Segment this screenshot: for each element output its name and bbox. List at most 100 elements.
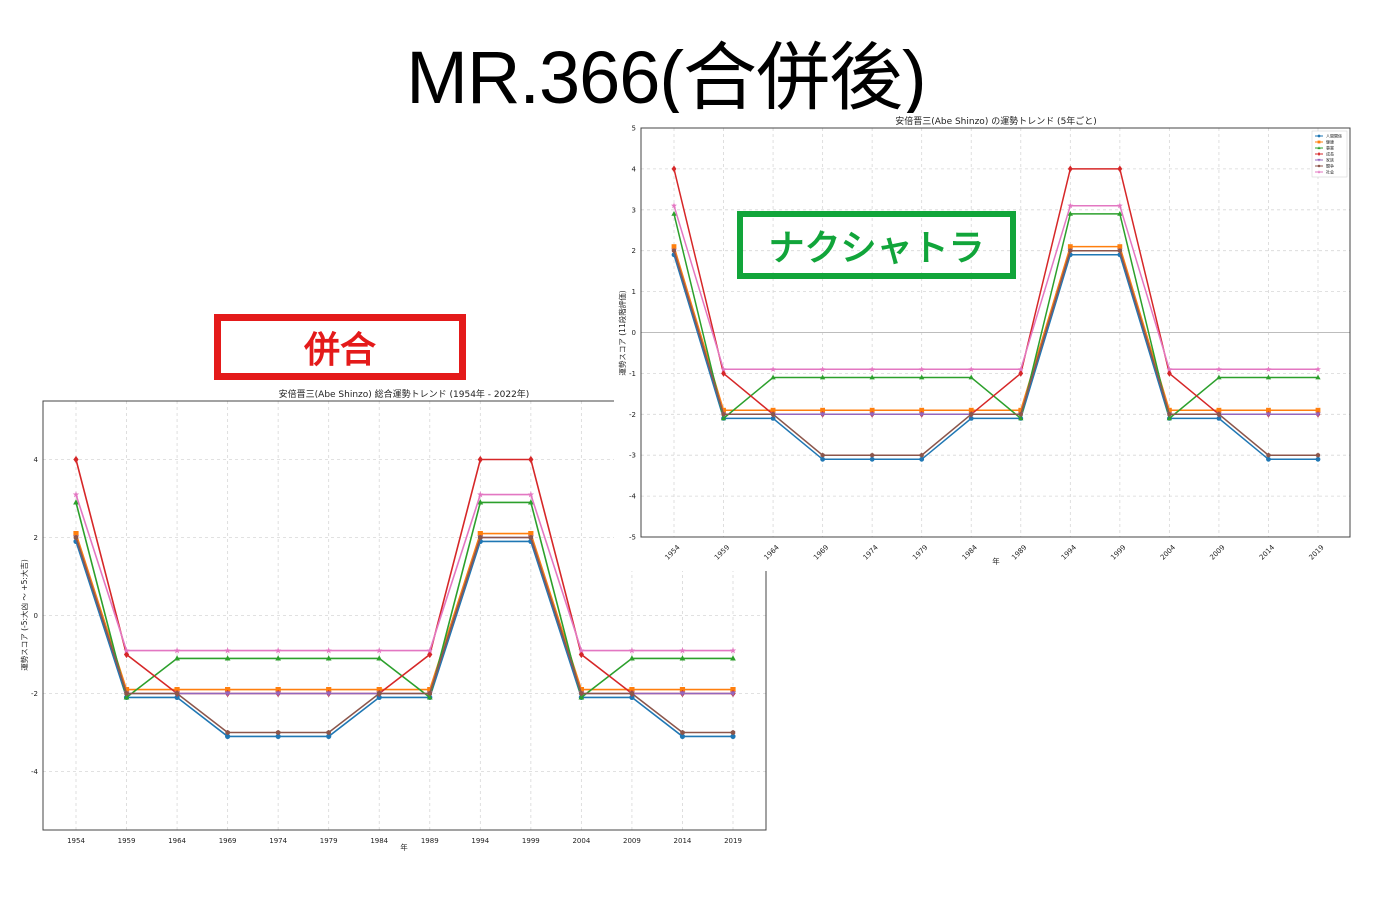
y-tick-label: 2 [632,247,636,255]
data-point [528,455,534,464]
data-point [225,733,231,739]
legend-entry: 家族 [1326,157,1334,163]
x-tick-label: 2014 [674,837,692,845]
data-point [427,690,433,697]
data-point [275,655,282,661]
data-point [1315,374,1321,380]
data-point [326,729,331,736]
data-point [629,694,635,700]
data-point [629,690,635,697]
data-point [1266,456,1271,462]
data-point [671,244,677,250]
data-point [820,452,825,458]
data-point [73,531,79,537]
data-point [1117,211,1123,216]
data-point [869,407,875,413]
data-point [527,491,535,498]
data-point [326,687,332,693]
data-point [1116,202,1123,209]
data-point [1216,415,1222,421]
data-point [1018,415,1024,421]
x-tick-label: 2004 [572,837,590,845]
data-point [1117,165,1123,173]
data-point [1315,452,1321,458]
data-point [730,691,736,697]
data-point [426,694,433,700]
data-point [869,412,875,418]
y-tick-label: -1 [629,370,636,378]
legend-marker [1317,140,1321,144]
data-point [477,499,484,505]
data-point [671,202,677,209]
series-line [75,536,733,734]
data-point [721,411,726,417]
data-point [1166,407,1172,413]
series-line [673,249,1318,456]
series-3 [671,211,1321,421]
data-point [578,647,585,654]
chart-title: 安倍晋三(Abe Shinzo) 総合運勢トレンド (1954年 - 2022年… [279,388,530,400]
data-point [123,694,130,700]
data-point [770,407,776,413]
y-tick-label: 4 [632,165,637,173]
data-point [224,655,231,661]
y-tick-label: -4 [629,493,637,501]
data-point [73,455,79,464]
data-point [124,690,129,697]
x-tick-label: 1969 [219,837,237,845]
data-point [628,647,636,654]
y-tick-label: 1 [632,288,636,296]
data-point [671,165,677,173]
y-tick-label: 3 [632,206,636,214]
data-point [174,690,180,697]
data-point [1067,211,1073,216]
y-axis-label: 運勢スコア (11段階評価) [617,290,627,375]
legend-marker [1317,164,1321,168]
legend-marker [1317,158,1321,162]
data-point [275,733,281,739]
data-point [819,374,826,380]
data-point [819,366,826,372]
chart-nakshatra: 1954 1959 1964 1969 1974 1979 1984 1989 1994 1999… [614,113,1364,571]
data-point [629,687,635,693]
data-point [427,687,433,693]
data-point [224,647,231,654]
data-point [770,415,776,421]
data-point [1265,412,1272,418]
data-point [919,407,925,413]
data-point [968,407,974,413]
data-point [679,691,686,697]
data-point [1216,407,1222,413]
data-point [720,415,727,421]
data-point [1018,407,1024,413]
data-point [721,407,726,413]
data-point [1315,366,1321,372]
data-point [730,687,736,693]
data-point [679,647,686,654]
legend-entry: 事業 [1326,145,1334,151]
data-point [578,694,585,700]
x-tick-label: 1999 [522,837,540,845]
data-point [1068,248,1073,254]
data-point [174,655,180,661]
data-point [919,456,925,462]
data-point [275,729,281,736]
data-point [869,366,876,372]
data-point [225,687,231,693]
data-point [770,411,776,417]
data-point [869,374,875,380]
data-point [1315,456,1321,462]
data-point [376,694,382,700]
data-point [73,534,79,541]
series-2 [73,531,736,693]
legend-marker [1317,152,1321,156]
data-point [870,452,875,458]
x-tick-label: 2019 [724,837,742,845]
data-point [720,366,727,372]
data-point [123,687,130,693]
data-point [770,374,776,380]
data-point [274,647,282,654]
data-point [1017,366,1024,372]
data-point [325,655,332,661]
